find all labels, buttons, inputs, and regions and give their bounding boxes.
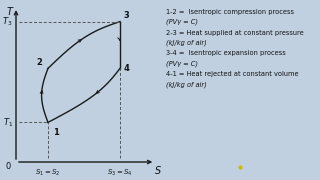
Text: 4: 4 <box>123 64 129 73</box>
Text: 1: 1 <box>53 128 59 137</box>
Text: 1-2 =  Isentropic compression process: 1-2 = Isentropic compression process <box>166 9 294 15</box>
Text: $S_1 = S_2$: $S_1 = S_2$ <box>35 167 61 178</box>
Text: S: S <box>155 166 162 176</box>
Text: T: T <box>7 7 13 17</box>
Text: 3: 3 <box>123 11 129 20</box>
Text: (kJ/kg of air): (kJ/kg of air) <box>166 81 207 87</box>
Text: 4-1 = Heat rejected at constant volume: 4-1 = Heat rejected at constant volume <box>166 71 299 77</box>
Text: 0: 0 <box>6 162 11 171</box>
Text: (kJ/kg of air): (kJ/kg of air) <box>166 40 207 46</box>
Text: (PVγ = C): (PVγ = C) <box>166 19 198 25</box>
Text: $T_3$: $T_3$ <box>2 15 13 28</box>
Text: $S_3 = S_4$: $S_3 = S_4$ <box>107 167 133 178</box>
Text: 2-3 = Heat supplied at constant pressure: 2-3 = Heat supplied at constant pressure <box>166 30 304 36</box>
Text: 3-4 =  Isentropic expansion process: 3-4 = Isentropic expansion process <box>166 50 286 56</box>
Text: (PVγ = C): (PVγ = C) <box>166 60 198 67</box>
Text: 2: 2 <box>37 58 43 67</box>
Text: $T_1$: $T_1$ <box>3 116 13 129</box>
